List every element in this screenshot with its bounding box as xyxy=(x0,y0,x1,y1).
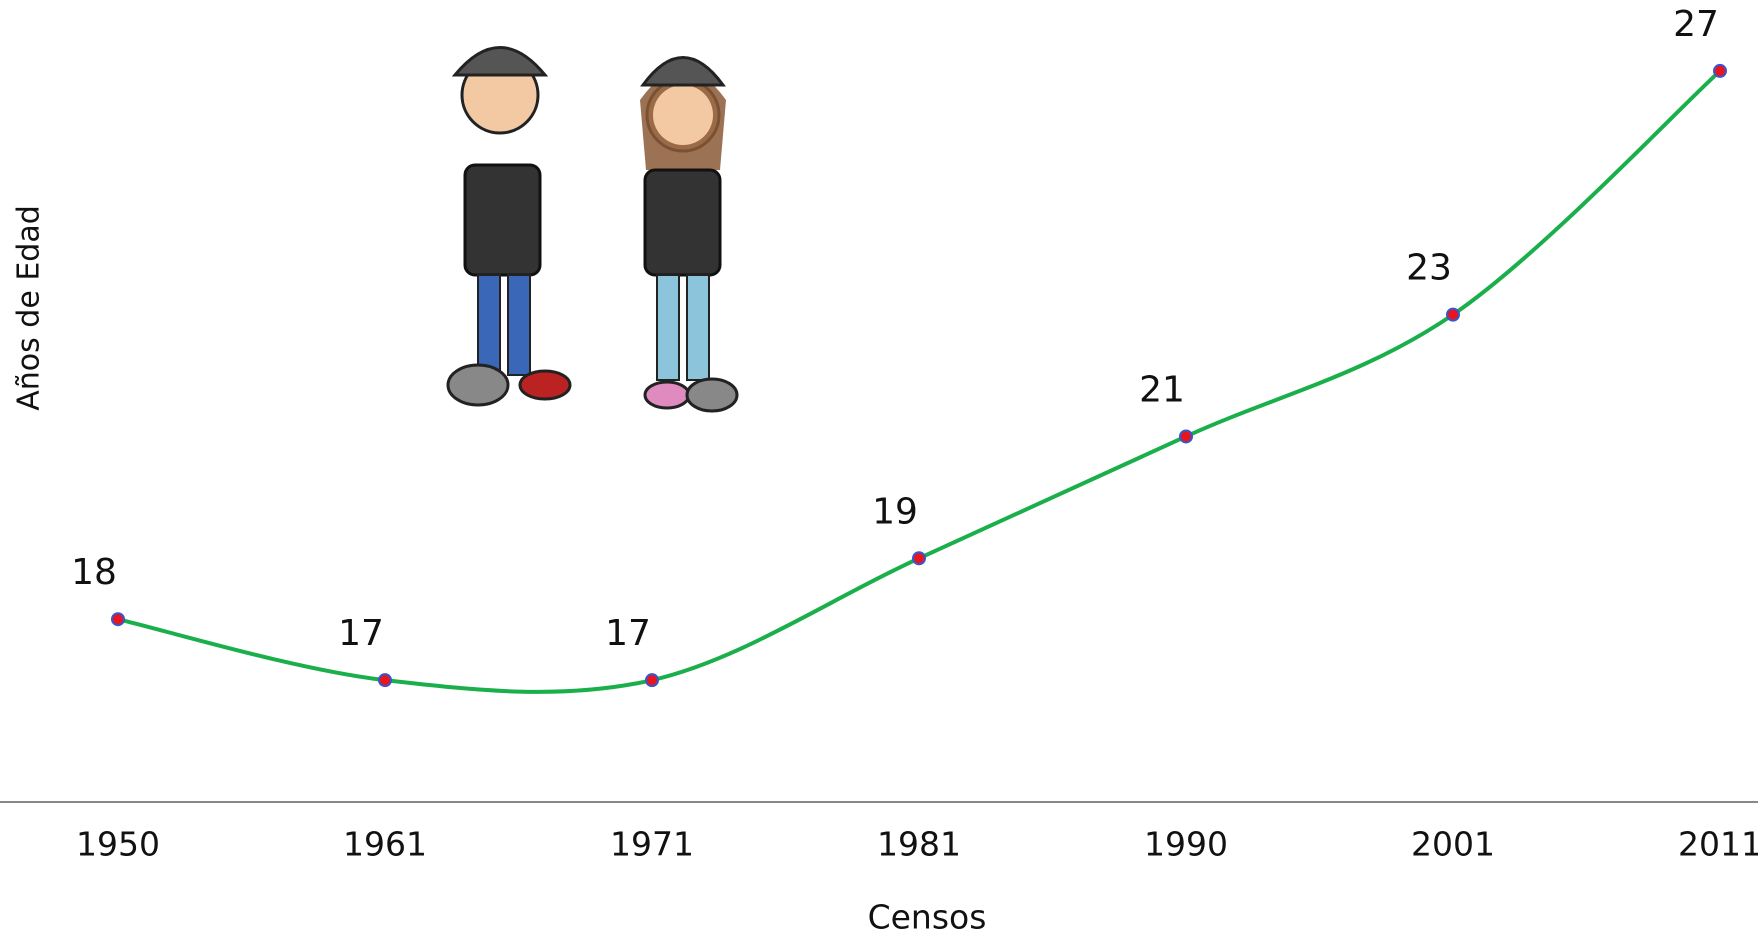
point xyxy=(645,673,659,688)
value-label: 27 xyxy=(1673,4,1719,45)
y-axis-title: Años de Edad xyxy=(12,205,47,411)
illustration xyxy=(446,46,739,413)
point xyxy=(1179,429,1193,444)
value-label: 17 xyxy=(338,613,384,654)
x-tick-label: 1990 xyxy=(1144,825,1228,864)
x-tick-label: 2011 xyxy=(1678,825,1758,864)
point xyxy=(912,551,926,566)
x-tick-label: 2001 xyxy=(1411,825,1495,864)
point xyxy=(1713,63,1727,78)
x-tick-label: 1961 xyxy=(343,825,427,864)
point xyxy=(378,673,392,688)
x-axis-title: Censos xyxy=(868,898,987,935)
value-label: 17 xyxy=(605,613,651,654)
x-tick-label: 1950 xyxy=(76,825,160,864)
value-label: 18 xyxy=(71,552,117,593)
line xyxy=(117,69,1722,694)
point xyxy=(1446,307,1460,322)
x-tick-label: 1981 xyxy=(877,825,961,864)
value-label: 23 xyxy=(1406,248,1452,289)
point xyxy=(111,612,125,627)
value-label: 19 xyxy=(872,491,918,532)
value-label: 21 xyxy=(1139,369,1185,410)
x-tick-label: 1971 xyxy=(610,825,694,864)
